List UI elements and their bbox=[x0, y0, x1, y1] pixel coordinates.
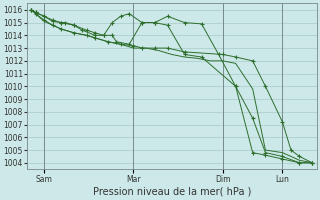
X-axis label: Pression niveau de la mer( hPa ): Pression niveau de la mer( hPa ) bbox=[92, 187, 251, 197]
